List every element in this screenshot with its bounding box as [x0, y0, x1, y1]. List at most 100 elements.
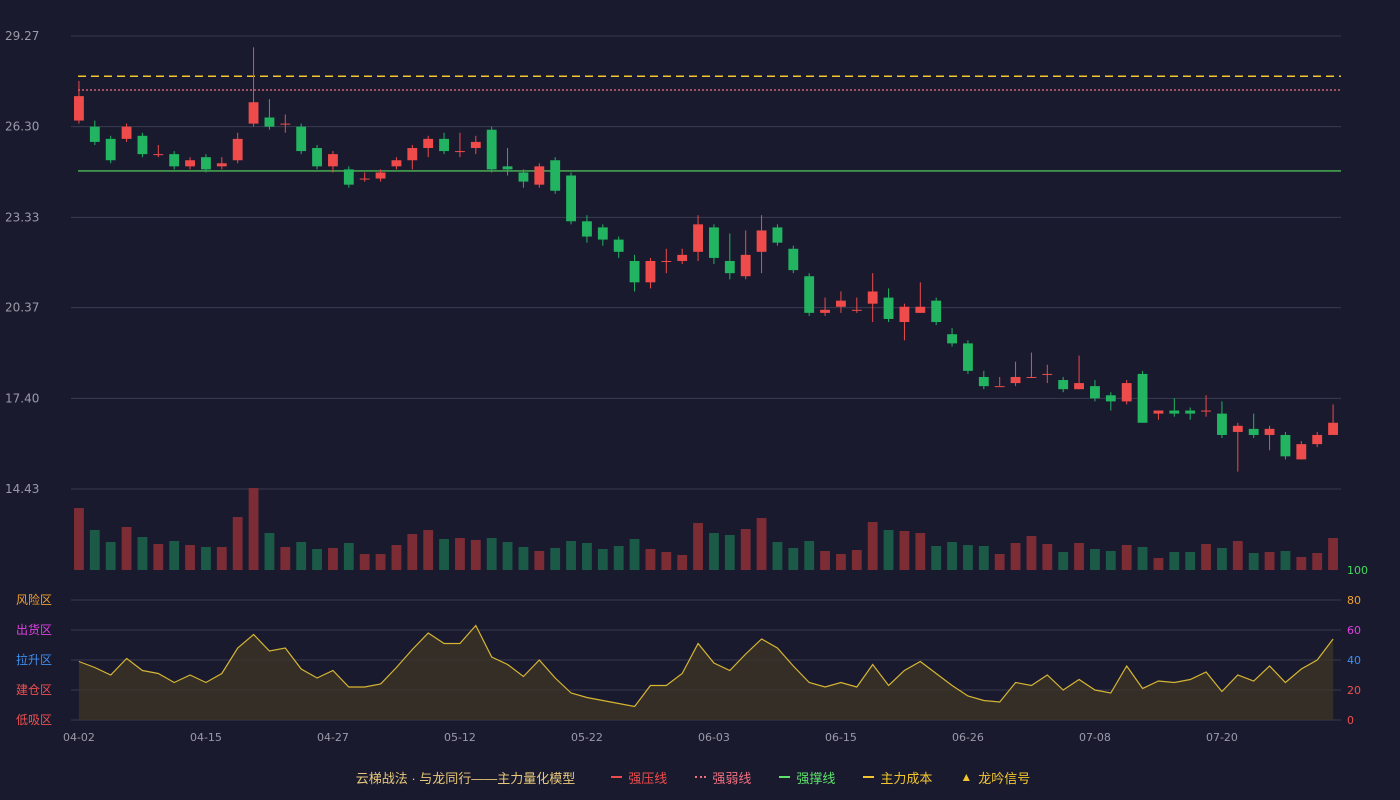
- volume-bar: [1010, 543, 1021, 570]
- legend-item-strong-weak[interactable]: 强弱线: [695, 768, 751, 787]
- quant-chart: 29.27 26.30 23.33 20.37 17.40 14.43 100 80 60 40 2…: [5, 29, 1368, 744]
- candle-body: [264, 117, 275, 127]
- legend-item-strong-support[interactable]: 强撑线: [779, 768, 835, 787]
- legend-item-dragon-signal[interactable]: ▲ 龙吟信号: [960, 768, 1030, 787]
- volume-bar: [645, 549, 656, 570]
- chart-legend: 云梯战法 · 与龙同行——主力量化模型 强压线 强弱线 强撑线 主力成本 ▲ 龙…: [0, 766, 1400, 788]
- candle-body: [1074, 383, 1084, 390]
- candle-body: [550, 160, 561, 191]
- candle-body: [883, 297, 894, 319]
- candle: [851, 297, 862, 313]
- legend-label: 强弱线: [712, 770, 752, 786]
- candle-body: [105, 138, 116, 161]
- candle-body: [1058, 380, 1069, 390]
- price-tick-label: 14.43: [5, 482, 39, 496]
- volume-bar: [439, 539, 449, 570]
- candle-body: [1201, 410, 1211, 412]
- candle: [1105, 392, 1116, 411]
- candle: [883, 288, 894, 323]
- volume-bar: [391, 545, 402, 570]
- candle-body: [804, 276, 815, 313]
- candle-body: [1105, 395, 1116, 402]
- level-lines: [78, 75, 1341, 172]
- candle-body: [1121, 383, 1132, 402]
- volume-bar: [661, 552, 672, 570]
- legend-item-main-cost[interactable]: 主力成本: [863, 768, 932, 787]
- volume-bar: [899, 531, 910, 570]
- legend-label: 主力成本: [880, 770, 933, 786]
- candle-body: [820, 309, 830, 313]
- candle-body: [724, 260, 735, 274]
- triangle-icon: ▲: [960, 770, 973, 784]
- volume-bar: [772, 542, 783, 570]
- oscillator-tick-label: 20: [1347, 684, 1361, 697]
- oscillator-zone-label: 出货区: [16, 622, 52, 637]
- candle: [1185, 407, 1196, 420]
- volume-bar: [153, 544, 164, 570]
- volume-bar: [232, 517, 243, 570]
- candle-body: [867, 291, 878, 304]
- candle-body: [661, 260, 672, 262]
- candle: [1296, 441, 1307, 460]
- candle-body: [280, 123, 291, 125]
- candle-body: [963, 343, 973, 371]
- candle-body: [597, 227, 608, 240]
- candle-body: [947, 334, 957, 344]
- candle: [74, 80, 84, 124]
- candle: [963, 340, 973, 374]
- volume-bar: [915, 533, 926, 570]
- candle: [629, 254, 640, 292]
- candle: [677, 248, 688, 265]
- legend-label: 强压线: [628, 770, 668, 786]
- volume-bar: [486, 538, 497, 570]
- candle-body: [994, 386, 1005, 388]
- volume-bar: [201, 547, 211, 570]
- oscillator-tick-label: 80: [1347, 594, 1361, 607]
- candle: [137, 132, 148, 158]
- candle: [121, 123, 132, 142]
- candle: [978, 370, 989, 390]
- volume-bar: [248, 488, 259, 570]
- candle-body: [788, 248, 799, 271]
- volume-bar: [264, 533, 275, 570]
- candle-body: [836, 300, 846, 307]
- candle-body: [1264, 428, 1275, 435]
- candle: [439, 132, 449, 155]
- candle-body: [566, 175, 576, 222]
- volume-bar: [788, 548, 799, 570]
- volume-bar: [804, 541, 815, 570]
- candle: [931, 297, 942, 326]
- candle: [899, 303, 910, 341]
- volume-bar: [1264, 552, 1275, 570]
- candle-body: [582, 221, 592, 237]
- candle-body: [216, 163, 227, 167]
- candle: [105, 135, 116, 164]
- volume-bar: [121, 527, 132, 570]
- x-tick-label: 07-08: [1079, 731, 1111, 744]
- candle-body: [1137, 373, 1148, 423]
- candle: [296, 123, 307, 155]
- candle-body: [1217, 413, 1227, 435]
- volume-bar: [1232, 541, 1243, 570]
- candle: [153, 144, 164, 158]
- volume-bar: [1217, 548, 1227, 570]
- candle-body: [1312, 434, 1323, 445]
- candles-layer: [74, 47, 1338, 472]
- volume-bar: [89, 530, 100, 570]
- candle-body: [978, 376, 989, 387]
- candle: [613, 236, 624, 258]
- volume-bar: [280, 547, 291, 570]
- candle: [264, 99, 275, 130]
- volume-bar: [455, 538, 465, 570]
- candle: [1026, 352, 1037, 378]
- volume-bar: [216, 547, 227, 570]
- candle: [89, 120, 100, 145]
- candle: [756, 215, 767, 274]
- oscillator-layer: [78, 624, 1334, 720]
- candle: [216, 157, 227, 170]
- candle-body: [502, 166, 513, 170]
- legend-item-strong-pressure[interactable]: 强压线: [611, 768, 667, 787]
- volume-bar: [1105, 551, 1116, 570]
- candle-body: [518, 172, 529, 182]
- candle: [867, 273, 878, 323]
